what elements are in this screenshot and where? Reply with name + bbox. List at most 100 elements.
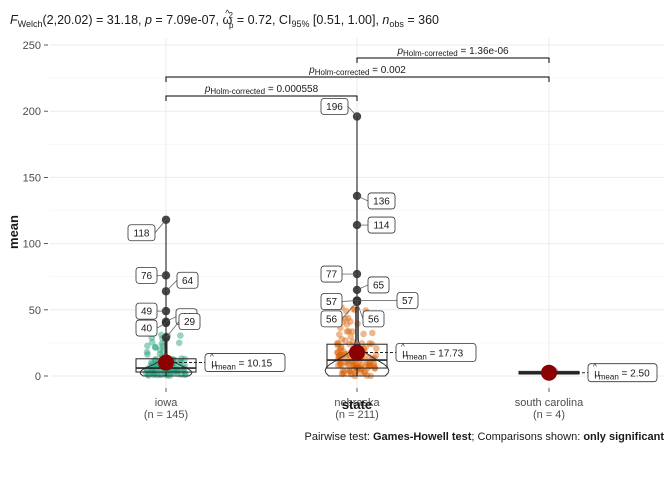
data-point (341, 315, 349, 322)
mean-value: = 2.50 (619, 369, 650, 380)
mean-label-box (204, 353, 286, 372)
outlier-label-box (176, 271, 199, 289)
data-point (337, 360, 344, 368)
comparison-p: p (204, 84, 211, 95)
data-point (169, 369, 176, 377)
data-point (336, 331, 343, 338)
x-axis-label: state (342, 397, 372, 412)
outlier-label-box (135, 319, 158, 337)
pairwise-comparisons: pHolm-corrected = 1.36e-06pHolm-correcte… (165, 46, 550, 101)
outlier-label: 57 (326, 297, 338, 308)
x-tick-label: nebraska (334, 397, 380, 409)
outlier-label-box (367, 276, 390, 294)
x-tick-n: (n = 4) (533, 409, 565, 421)
mean-subscript: mean (407, 353, 427, 362)
data-point (350, 362, 358, 369)
comparison-p: p (308, 65, 315, 76)
data-point (150, 369, 158, 377)
label-leader (347, 106, 358, 117)
outlier-label: 65 (373, 280, 385, 291)
data-point (334, 362, 342, 369)
y-tick-label: 0 (35, 371, 41, 383)
chart-subtitle: FWelch(2,20.02) = 31.18, p = 7.09e-07, ω… (10, 8, 439, 30)
data-point (334, 349, 341, 356)
data-point (343, 321, 351, 328)
data-point (365, 359, 372, 367)
data-point (181, 367, 188, 375)
data-point (343, 328, 351, 335)
comparison-bracket (165, 76, 550, 82)
y-axis-label: mean (6, 215, 21, 249)
comparison-p: p (396, 46, 403, 57)
outlier-label-box (320, 310, 343, 328)
data-point (346, 368, 354, 376)
comparison-bracket (165, 95, 358, 101)
data-point (340, 368, 348, 376)
data-point (366, 362, 374, 369)
data-point (152, 344, 159, 351)
data-point (152, 343, 159, 351)
mean-symbol: μ (211, 359, 217, 370)
outlier-label: 56 (368, 314, 380, 325)
comparison-bracket (356, 57, 550, 63)
mean-point (541, 364, 557, 381)
data-point (349, 305, 357, 313)
comparison-value: = 1.36e-06 (458, 46, 509, 57)
data-point (361, 369, 368, 376)
data-point (144, 342, 151, 350)
mean-label: μ^mean = 2.50 (593, 363, 650, 382)
comparison-label: pHolm-corrected = 1.36e-06 (396, 46, 509, 58)
outlier-label-box (362, 310, 385, 328)
data-point (339, 351, 347, 359)
mean-label-box (587, 363, 658, 383)
mean-point (349, 344, 365, 361)
comparison-label: pHolm-corrected = 0.000558 (204, 84, 319, 96)
mean-hat: ^ (593, 363, 597, 372)
label-leader (341, 301, 358, 320)
data-point (342, 337, 349, 344)
data-point (344, 314, 352, 322)
data-point (353, 367, 360, 375)
label-leader (165, 321, 180, 338)
outlier-label: 56 (326, 314, 338, 325)
data-point (337, 361, 345, 369)
data-point (366, 354, 373, 361)
label-leader (341, 300, 358, 302)
data-point (177, 332, 184, 339)
data-point (358, 365, 366, 373)
mean-subscript: mean (216, 363, 236, 372)
y-tick-label: 150 (23, 172, 41, 184)
chart-caption: Pairwise test: Games-Howell test; Compar… (305, 431, 665, 443)
outlier-label: 114 (374, 221, 390, 232)
mean-label: μ^mean = 10.15 (210, 353, 273, 372)
data-point (156, 346, 164, 354)
data-point (353, 361, 361, 369)
data-point (337, 347, 344, 354)
data-point (349, 328, 356, 335)
data-point (345, 360, 353, 367)
y-tick-label: 100 (23, 239, 41, 251)
data-point (370, 360, 378, 367)
label-leader (356, 284, 369, 291)
outlier-label-box (178, 313, 201, 331)
data-point (366, 340, 373, 347)
label-leader (154, 219, 167, 233)
data-point (337, 344, 345, 352)
data-point (369, 329, 376, 337)
data-point (340, 348, 347, 355)
outlier-label: 136 (373, 196, 390, 207)
data-point (351, 362, 358, 370)
data-point (373, 345, 380, 352)
comparison-sub: Holm-corrected (315, 68, 370, 77)
mean-subscript: mean (599, 373, 619, 382)
mean-point (158, 354, 174, 371)
mean-value: = 17.73 (427, 349, 464, 360)
mean-hat: ^ (401, 343, 405, 352)
data-point (353, 364, 361, 371)
mean-label: μ^mean = 17.73 (401, 343, 464, 362)
outlier-label: 196 (326, 102, 343, 113)
outlier-label-box (127, 224, 156, 242)
data-point (352, 364, 360, 371)
data-point (360, 330, 367, 338)
data-point (142, 369, 150, 377)
